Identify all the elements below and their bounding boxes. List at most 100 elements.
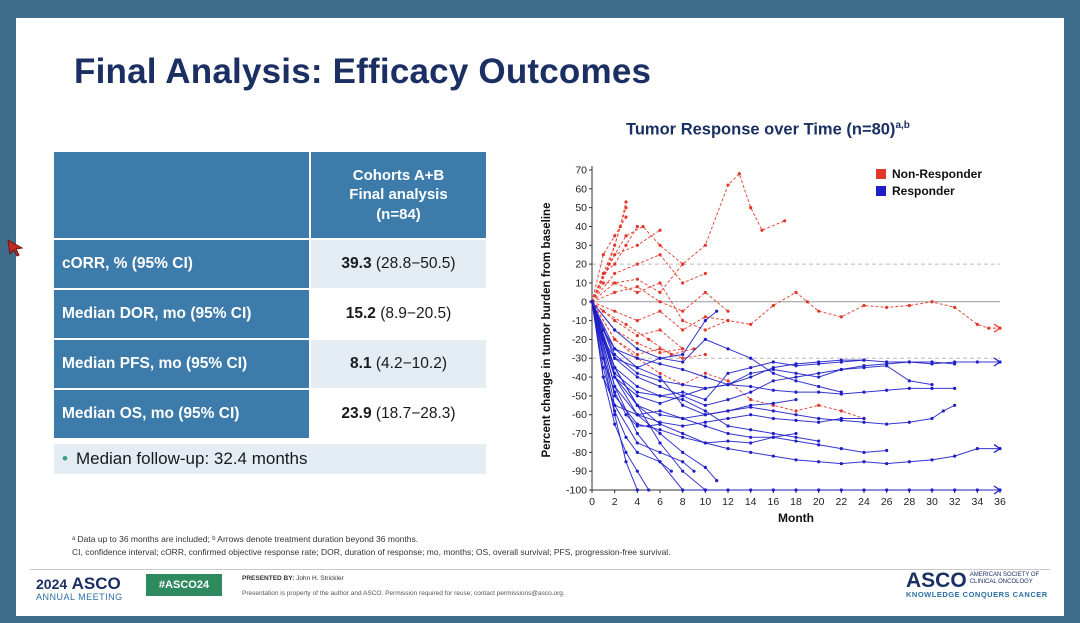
responder-point <box>885 488 889 492</box>
responder-point <box>941 409 945 413</box>
non-responder-point <box>681 309 685 313</box>
responder-point <box>624 450 628 454</box>
responder-point <box>635 371 639 375</box>
responder-line <box>591 301 1000 465</box>
responder-point <box>749 413 753 417</box>
non-responder-point <box>703 315 707 319</box>
responder-point <box>658 409 662 413</box>
non-responder-point <box>635 277 639 281</box>
non-responder-line <box>591 254 706 303</box>
responder-point <box>601 375 605 379</box>
responder-point <box>885 422 889 426</box>
responder-point <box>749 450 753 454</box>
presented-by: PRESENTED BY: John H. Strickler <box>242 575 344 582</box>
x-tick-label: 4 <box>634 496 640 508</box>
responder-point <box>817 375 821 379</box>
responder-point <box>930 488 934 492</box>
responder-point <box>817 371 821 375</box>
responder-point <box>953 488 957 492</box>
responder-point <box>771 388 775 392</box>
responder-point <box>703 386 707 390</box>
responder-point <box>907 386 911 390</box>
y-tick-label: -10 <box>572 315 587 327</box>
responder-point <box>703 337 707 342</box>
non-responder-point <box>658 309 662 313</box>
responder-point <box>635 394 639 398</box>
row-label: Median OS, mo (95% CI) <box>54 389 311 440</box>
responder-point <box>794 439 798 443</box>
non-responder-point <box>681 356 685 360</box>
x-axis-label: Month <box>778 511 814 525</box>
x-tick-label: 0 <box>589 496 595 508</box>
responder-point <box>817 439 821 443</box>
responder-point <box>703 318 707 323</box>
non-responder-point <box>658 290 662 294</box>
non-responder-line <box>591 263 684 303</box>
responder-point <box>613 409 617 413</box>
responder-line <box>591 301 887 453</box>
y-tick-label: -30 <box>572 353 587 365</box>
non-responder-point <box>862 303 866 308</box>
non-responder-point <box>613 309 617 313</box>
responder-point <box>953 454 957 458</box>
responder-point <box>930 416 934 421</box>
mouse-cursor-icon <box>7 239 24 257</box>
responder-point <box>726 382 730 387</box>
y-tick-label: -90 <box>572 466 587 478</box>
responder-point <box>613 375 617 379</box>
non-responder-line <box>591 301 729 331</box>
responder-point <box>794 458 798 462</box>
responder-point <box>715 309 719 313</box>
responder-point <box>635 450 639 454</box>
non-responder-line <box>591 229 661 303</box>
non-responder-point <box>658 281 662 285</box>
row-value: 15.2 (8.9−20.5) <box>310 289 486 340</box>
non-responder-point <box>635 224 639 229</box>
responder-point <box>658 362 662 366</box>
responder-point <box>771 409 775 413</box>
responder-point <box>771 488 775 492</box>
responder-point <box>613 394 617 398</box>
responder-line <box>591 301 955 386</box>
responder-point <box>771 435 775 439</box>
responder-point <box>635 424 639 428</box>
responder-point <box>703 488 707 492</box>
responder-point <box>907 420 911 424</box>
responder-point <box>794 435 798 439</box>
row-value: 8.1 (4.2−10.2) <box>310 339 486 390</box>
responder-point <box>692 469 696 473</box>
responder-point <box>726 488 730 492</box>
asco-logo: ASCO AMERICAN SOCIETY OF CLINICAL ONCOLOGY… <box>906 569 1048 599</box>
responder-point <box>885 448 889 453</box>
responder-point <box>681 352 685 357</box>
y-tick-label: -20 <box>572 334 587 346</box>
row-value: 39.3 (28.8−50.5) <box>310 239 486 290</box>
y-tick-label: 50 <box>575 202 587 214</box>
x-tick-label: 6 <box>657 496 663 508</box>
y-tick-label: 10 <box>575 277 587 289</box>
responder-point <box>885 388 889 392</box>
responder-point <box>613 328 617 332</box>
non-responder-point <box>681 328 685 332</box>
non-responder-point <box>817 403 821 407</box>
responder-point <box>601 356 605 360</box>
responder-point <box>726 424 730 428</box>
table-row: Median OS, mo (95% CI) 23.9 (18.7−28.3) <box>54 389 486 440</box>
non-responder-point <box>681 318 685 323</box>
responder-point <box>635 347 639 351</box>
slide-title: Final Analysis: Efficacy Outcomes <box>74 52 652 91</box>
responder-point <box>658 431 662 436</box>
responder-point <box>601 328 605 332</box>
non-responder-point <box>635 262 639 266</box>
x-tick-label: 28 <box>903 496 915 508</box>
responder-point <box>681 403 685 407</box>
legend-swatch <box>876 169 886 179</box>
slide: Final Analysis: Efficacy Outcomes Tumor … <box>16 18 1064 616</box>
non-responder-point <box>760 228 764 232</box>
responder-point <box>613 352 617 357</box>
non-responder-point <box>635 334 639 338</box>
x-tick-label: 34 <box>971 496 983 508</box>
responder-point <box>749 384 753 389</box>
responder-point <box>635 390 639 394</box>
non-responder-point <box>839 409 843 413</box>
